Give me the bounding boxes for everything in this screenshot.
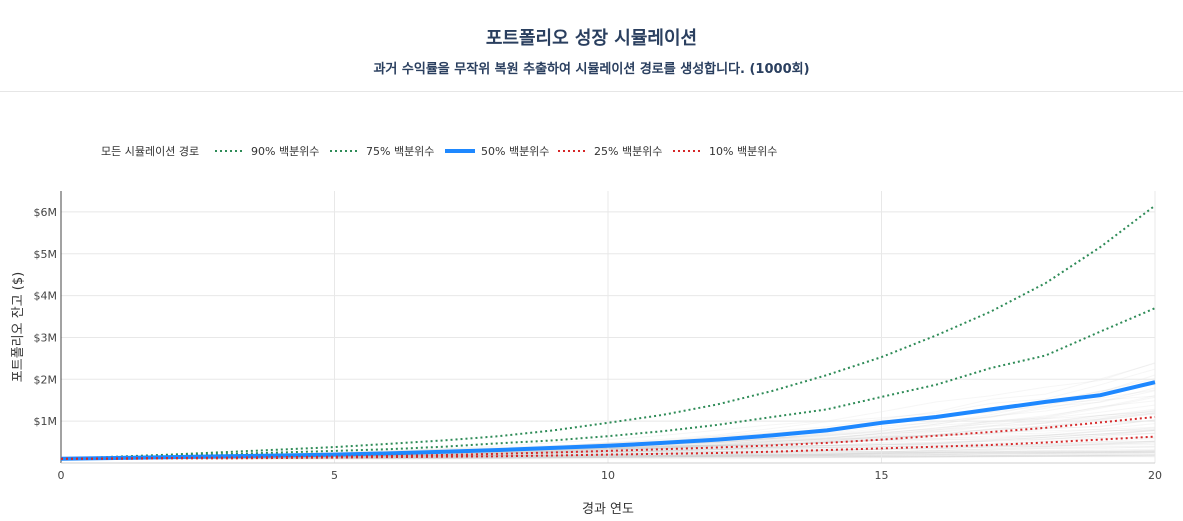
legend-label[interactable]: 10% 백분위수	[709, 145, 777, 158]
legend-label[interactable]: 75% 백분위수	[366, 145, 434, 158]
y-tick-label: $1M	[34, 415, 58, 428]
y-tick-label: $5M	[34, 248, 58, 261]
legend-label[interactable]: 50% 백분위수	[481, 145, 549, 158]
y-tick-label: $2M	[34, 373, 58, 386]
legend-label[interactable]: 90% 백분위수	[251, 145, 319, 158]
y-tick-label: $6M	[34, 206, 58, 219]
x-tick-label: 20	[1148, 469, 1162, 482]
legend[interactable]: 모든 시뮬레이션 경로 90% 백분위수 75% 백분위수 50% 백분위수 25% 백…	[101, 145, 777, 158]
legend-label[interactable]: 25% 백분위수	[594, 145, 662, 158]
x-tick-label: 5	[331, 469, 338, 482]
legend-label-all-paths: 모든 시뮬레이션 경로	[101, 145, 199, 158]
series-line	[61, 435, 1156, 460]
axes: 0 5 10 15 20 $1M $2M $3M $4M $5M $6M	[34, 191, 1162, 482]
chart-subtitle: 과거 수익률을 무작위 복원 추출하여 시뮬레이션 경로를 생성합니다. (10…	[373, 62, 810, 77]
x-axis-title: 경과 연도	[582, 502, 634, 517]
percentile-lines	[60, 204, 1156, 461]
y-tick-label: $4M	[34, 290, 58, 303]
y-tick-label: $3M	[34, 331, 58, 344]
series-line	[60, 380, 1156, 461]
y-axis-title: 포트폴리오 잔고 ($)	[11, 272, 26, 382]
x-tick-label: 10	[601, 469, 615, 482]
chart-header: 포트폴리오 성장 시뮬레이션 과거 수익률을 무작위 복원 추출하여 시뮬레이션…	[0, 0, 1183, 92]
x-tick-label: 15	[875, 469, 889, 482]
x-tick-label: 0	[58, 469, 65, 482]
chart-title: 포트폴리오 성장 시뮬레이션	[485, 28, 698, 49]
